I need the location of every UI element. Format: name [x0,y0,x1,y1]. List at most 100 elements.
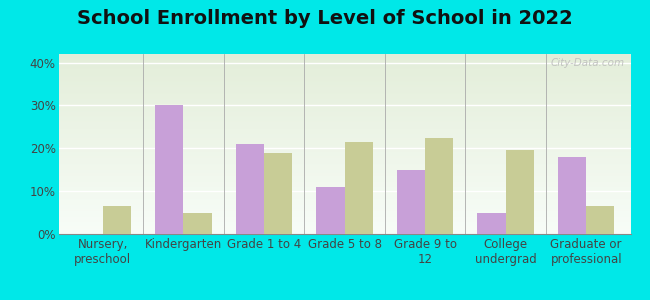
Bar [264,153,292,234]
Bar [58,147,630,148]
Bar [58,149,630,150]
Bar [58,76,630,77]
Bar [58,58,630,59]
Bar [58,148,630,149]
Bar [58,222,630,223]
Bar [58,176,630,177]
Bar [58,201,630,202]
Bar [58,216,630,217]
Bar [58,145,630,146]
Bar [58,81,630,82]
Bar [58,63,630,64]
Bar [58,146,630,147]
Bar [58,189,630,190]
Bar [58,78,630,79]
Bar [58,87,630,88]
Bar [58,71,630,72]
Bar [58,104,630,105]
Bar [58,130,630,131]
Bar [58,79,630,80]
Bar [58,141,630,142]
Bar [58,223,630,224]
Bar [58,135,630,136]
Bar [58,134,630,135]
Bar [58,56,630,57]
Bar [317,187,345,234]
Bar [58,151,630,152]
Bar [58,65,630,66]
Bar [58,173,630,174]
Bar [58,156,630,157]
Bar [58,185,630,186]
Bar [58,86,630,87]
Bar [58,160,630,161]
Bar [58,150,630,151]
Bar [58,192,630,193]
Bar [58,200,630,201]
Bar [58,94,630,95]
Bar [586,206,614,234]
Bar [58,85,630,86]
Bar [58,93,630,94]
Bar [155,105,183,234]
Bar [58,73,630,74]
Bar [58,74,630,75]
Bar [344,142,372,234]
Bar [58,107,630,108]
Bar [58,190,630,191]
Bar [58,214,630,215]
Bar [58,59,630,60]
Bar [58,116,630,117]
Bar [58,158,630,159]
Bar [58,90,630,91]
Bar [58,140,630,141]
Bar [58,99,630,100]
Bar [397,170,425,234]
Bar [58,111,630,112]
Bar [58,232,630,233]
Bar [58,204,630,205]
Bar [58,218,630,219]
Bar [58,167,630,168]
Bar [58,217,630,218]
Bar [58,203,630,204]
Bar [58,206,630,207]
Bar [58,83,630,84]
Bar [58,84,630,85]
Bar [58,102,630,103]
Bar [58,61,630,62]
Bar [58,72,630,73]
Bar [58,131,630,132]
Bar [58,188,630,189]
Bar [58,127,630,128]
Bar [58,117,630,118]
Bar [58,152,630,153]
Bar [58,144,630,145]
Bar [58,136,630,137]
Bar [58,68,630,69]
Bar [58,98,630,99]
Bar [58,226,630,227]
Bar [58,157,630,158]
Bar [58,212,630,213]
Bar [58,194,630,195]
Bar [58,88,630,89]
Bar [58,101,630,102]
Bar [58,202,630,203]
Bar [58,109,630,110]
Bar [58,133,630,134]
Bar [58,172,630,173]
Bar [58,219,630,220]
Bar [58,171,630,172]
Bar [58,103,630,104]
Bar [478,213,506,234]
Bar [58,110,630,111]
Bar [58,120,630,121]
Bar [58,67,630,68]
Bar [58,166,630,167]
Bar [58,137,630,138]
Bar [58,229,630,230]
Bar [58,62,630,63]
Bar [58,207,630,208]
Bar [58,69,630,70]
